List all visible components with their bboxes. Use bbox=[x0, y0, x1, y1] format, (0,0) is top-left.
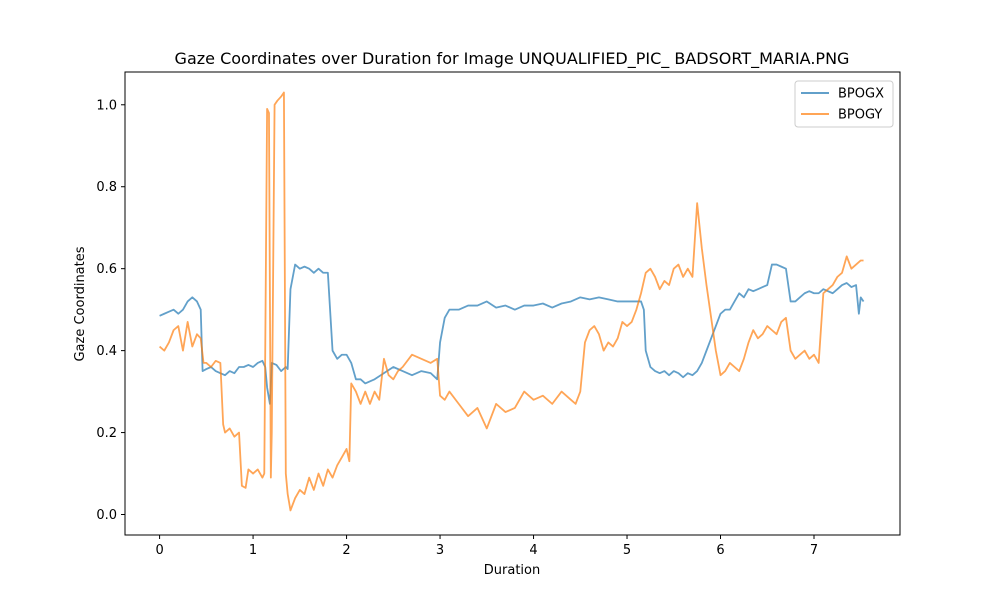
y-tick-label: 0.8 bbox=[96, 180, 117, 195]
x-tick-label: 1 bbox=[249, 543, 257, 558]
x-tick-label: 2 bbox=[342, 543, 350, 558]
x-tick-label: 0 bbox=[155, 543, 163, 558]
x-axis: 0 1 2 3 4 5 6 7 bbox=[155, 535, 818, 558]
plot-frame bbox=[124, 71, 901, 536]
legend-label: BPOGX bbox=[838, 87, 884, 102]
y-tick-label: 0.4 bbox=[96, 344, 117, 359]
series-line-bpogy bbox=[158, 91, 864, 512]
series-line-bpogx bbox=[159, 263, 865, 405]
x-tick-label: 5 bbox=[623, 543, 631, 558]
y-tick-label: 0.0 bbox=[96, 508, 117, 523]
legend-label: BPOGY bbox=[838, 108, 882, 123]
legend: BPOGX BPOGY bbox=[794, 80, 894, 128]
series-layer bbox=[158, 91, 865, 512]
x-tick-label: 7 bbox=[810, 543, 818, 558]
y-tick-label: 1.0 bbox=[96, 98, 117, 113]
x-tick-label: 6 bbox=[716, 543, 724, 558]
chart-title: Gaze Coordinates over Duration for Image… bbox=[175, 49, 850, 69]
plot-area: 0 1 2 3 4 5 6 7 0.0 0.2 0.4 0.6 0.8 1.0 bbox=[96, 71, 901, 558]
x-tick-label: 4 bbox=[529, 543, 537, 558]
x-axis-label: Duration bbox=[484, 563, 540, 578]
y-axis-label: Gaze Coordinates bbox=[73, 246, 88, 361]
x-tick-label: 3 bbox=[436, 543, 444, 558]
y-axis: 0.0 0.2 0.4 0.6 0.8 1.0 bbox=[96, 98, 125, 523]
y-tick-label: 0.6 bbox=[96, 262, 117, 277]
y-tick-label: 0.2 bbox=[96, 426, 117, 441]
